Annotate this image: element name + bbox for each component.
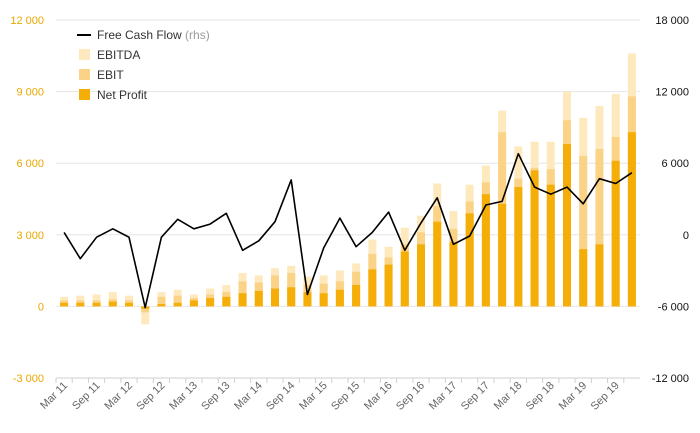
x-axis: Mar 11 Sep 11 Mar 12 Sep 12 Mar 13 Sep 13 Mar …	[38, 378, 625, 413]
bar-net-profit	[287, 287, 296, 307]
bar-ebit	[579, 156, 588, 307]
bar-ebit	[157, 296, 166, 307]
free-cash-flow-line-group	[63, 152, 633, 309]
left-axis: -3 000 0 3 000 6 000 9 000 12 000	[10, 15, 44, 385]
bar-net-profit	[157, 304, 166, 307]
bar-net-profit	[303, 292, 312, 307]
bar-net-profit	[400, 251, 409, 307]
x-tick-label: Mar 17	[427, 380, 460, 413]
bar-net-profit	[76, 302, 85, 307]
x-tick-label: Sep 11	[70, 380, 103, 413]
legend-label-net-profit: Net Profit	[97, 88, 148, 102]
bar-ebit	[173, 295, 182, 307]
bar-net-profit	[271, 288, 279, 307]
bar-net-profit	[514, 187, 523, 307]
legend-label-ebitda: EBITDA	[97, 48, 140, 62]
bars	[60, 53, 636, 325]
bar-net-profit	[222, 296, 231, 307]
bar-net-profit	[498, 203, 507, 307]
x-tick-label: Sep 16	[394, 380, 427, 413]
x-tick-label: Mar 16	[362, 380, 395, 413]
bar-net-profit	[481, 194, 490, 307]
right-tick-label: 6 000	[661, 158, 689, 170]
bar-net-profit	[546, 184, 555, 307]
bar-net-profit	[627, 132, 636, 307]
right-tick-label: 0	[683, 230, 689, 242]
bar-net-profit	[335, 289, 344, 307]
left-tick-label: 6 000	[16, 158, 44, 170]
bar-net-profit	[254, 290, 263, 307]
bar-net-profit	[352, 284, 361, 307]
x-tick-label: Sep 14	[264, 380, 297, 413]
x-tick-label: Sep 13	[199, 380, 232, 413]
bar-net-profit	[92, 302, 101, 307]
x-tick-label: Sep 15	[329, 380, 362, 413]
legend-label-free-cash-flow: Free Cash Flow (rhs)	[97, 28, 210, 42]
bar-ebit	[595, 148, 604, 307]
bar-net-profit	[60, 302, 69, 307]
free-cash-flow-line	[63, 152, 633, 309]
bar-net-profit	[368, 269, 377, 307]
bar-ebit	[141, 306, 150, 313]
bar-ebitda	[141, 306, 150, 325]
bar-net-profit	[189, 300, 198, 307]
x-tick-label: Mar 13	[167, 380, 200, 413]
x-tick-label: Sep 19	[589, 380, 622, 413]
right-tick-label: 18 000	[655, 15, 689, 27]
bar-net-profit	[206, 298, 215, 307]
bar-net-profit	[563, 144, 571, 307]
x-tick-label: Mar 14	[232, 380, 265, 413]
left-tick-label: 12 000	[10, 15, 44, 27]
left-tick-label: 3 000	[16, 230, 44, 242]
bar-net-profit	[449, 241, 458, 307]
bar-net-profit	[384, 264, 393, 307]
bar-net-profit	[108, 301, 117, 307]
x-tick-label: Sep 17	[459, 380, 492, 413]
bar-net-profit	[579, 249, 588, 307]
bar-net-profit	[433, 221, 442, 307]
right-tick-label: -6 000	[658, 301, 689, 313]
legend-swatch-net-profit	[79, 89, 90, 100]
bar-net-profit	[611, 160, 620, 307]
bar-net-profit	[238, 293, 247, 307]
bar-net-profit	[530, 170, 539, 307]
bar-net-profit	[319, 293, 328, 307]
x-tick-label: Mar 15	[297, 380, 330, 413]
left-tick-label: 0	[38, 301, 44, 313]
legend-label-ebit: EBIT	[97, 68, 124, 82]
x-tick-label: Mar 18	[492, 380, 525, 413]
x-tick-label: Sep 18	[524, 380, 557, 413]
right-tick-label: -12 000	[652, 373, 689, 385]
legend: Free Cash Flow (rhs) EBITDA EBIT Net Pro…	[77, 28, 210, 102]
bar-net-profit	[595, 244, 604, 307]
left-tick-label: 9 000	[16, 87, 44, 99]
right-axis: -12 000 -6 000 0 6 000 12 000 18 000	[652, 15, 689, 385]
x-tick-label: Mar 19	[557, 380, 590, 413]
left-tick-label: -3 000	[13, 373, 44, 385]
legend-swatch-ebit	[79, 69, 90, 80]
bar-net-profit	[125, 302, 133, 307]
bar-net-profit	[173, 302, 182, 307]
x-tick-label: Mar 12	[102, 380, 135, 413]
bar-net-profit	[417, 244, 425, 307]
right-tick-label: 12 000	[655, 87, 689, 99]
x-tick-label: Sep 12	[134, 380, 167, 413]
bar-net-profit	[465, 213, 474, 307]
legend-swatch-ebitda	[79, 49, 90, 60]
